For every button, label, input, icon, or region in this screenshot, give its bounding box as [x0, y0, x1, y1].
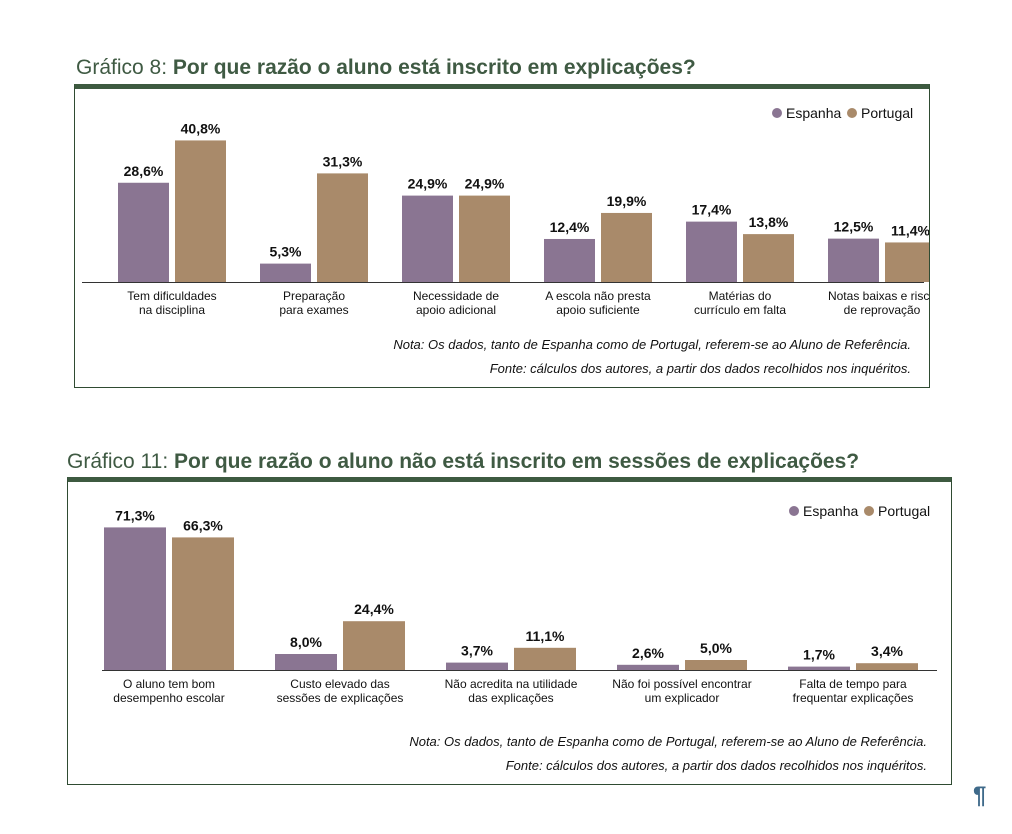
chart-8-question: Por que razão o aluno está inscrito em e…	[172, 56, 696, 79]
chart-8-plot: Espanha Portugal 28,6% 40,8% Tem dificuldade…	[82, 105, 929, 317]
legend-label-espanha: Espanha	[803, 503, 858, 519]
category-label-4: Falta de tempo para	[799, 677, 907, 691]
bar-portugal-2	[514, 647, 576, 670]
bar-espanha-0	[104, 527, 166, 670]
bar-espanha-4	[686, 221, 737, 282]
category-label-2: das explicações	[468, 691, 553, 705]
data-label-espanha-2: 24,9%	[408, 176, 448, 192]
category-label-3: um explicador	[645, 691, 720, 705]
bar-espanha-1	[275, 654, 337, 670]
category-label-4: currículo em falta	[694, 303, 786, 317]
category-label-0: O aluno tem bom	[123, 677, 215, 691]
bar-portugal-1	[343, 621, 405, 670]
category-label-5: Notas baixas e risco	[828, 289, 929, 303]
bar-espanha-4	[788, 666, 850, 670]
bar-espanha-2	[402, 195, 453, 282]
category-label-4: frequentar explicações	[793, 691, 914, 705]
chart-11-plot: Espanha Portugal 71,3% 66,3% O aluno tem bom…	[102, 503, 937, 705]
data-label-espanha-0: 28,6%	[124, 163, 164, 179]
bar-portugal-1	[317, 173, 368, 282]
category-label-5: de reprovação	[844, 303, 921, 317]
legend-marker-portugal	[847, 108, 857, 118]
bar-portugal-3	[601, 212, 652, 282]
bar-portugal-3	[685, 660, 747, 670]
data-label-portugal-0: 66,3%	[183, 517, 223, 533]
legend-marker-espanha	[789, 506, 799, 516]
legend-marker-espanha	[772, 108, 782, 118]
chart-8-note: Nota: Os dados, tanto de Espanha como de…	[393, 337, 911, 352]
chart-11-question: Por que razão o aluno não está inscrito …	[174, 450, 860, 473]
chart-11-source: Fonte: cálculos dos autores, a partir do…	[505, 758, 927, 773]
chart-8-title: Gráfico 8: Por que razão o aluno está in…	[76, 56, 696, 80]
chart-11-note: Nota: Os dados, tanto de Espanha como de…	[409, 734, 927, 749]
data-label-espanha-2: 3,7%	[461, 643, 493, 659]
data-label-portugal-3: 5,0%	[700, 640, 732, 656]
bar-portugal-2	[459, 195, 510, 282]
category-label-2: Necessidade de	[413, 289, 499, 303]
legend-label-portugal: Portugal	[861, 105, 913, 121]
bar-espanha-3	[544, 238, 595, 282]
category-label-0: Tem dificuldades	[127, 289, 216, 303]
category-label-1: sessões de explicações	[277, 691, 404, 705]
bar-portugal-0	[175, 140, 226, 282]
category-label-2: Não acredita na utilidade	[445, 677, 578, 691]
bar-portugal-0	[172, 537, 234, 670]
pilcrow-mark: ¶	[973, 782, 987, 809]
legend-marker-portugal	[864, 506, 874, 516]
category-label-0: desempenho escolar	[113, 691, 224, 705]
category-label-0: na disciplina	[139, 303, 205, 317]
bar-portugal-4	[743, 234, 794, 282]
bar-portugal-5	[885, 242, 929, 282]
chart-8-label: Gráfico 8:	[76, 56, 168, 79]
data-label-portugal-0: 40,8%	[181, 120, 221, 136]
data-label-espanha-1: 8,0%	[290, 634, 322, 650]
category-label-3: A escola não presta	[545, 289, 651, 303]
category-label-3: Não foi possível encontrar	[612, 677, 751, 691]
data-label-portugal-1: 24,4%	[354, 601, 394, 617]
bar-espanha-5	[828, 238, 879, 282]
data-label-portugal-2: 11,1%	[526, 628, 565, 644]
category-label-3: apoio suficiente	[556, 303, 640, 317]
data-label-portugal-1: 31,3%	[323, 153, 363, 169]
category-label-4: Matérias do	[709, 289, 772, 303]
data-label-espanha-0: 71,3%	[115, 507, 155, 523]
bar-espanha-0	[118, 182, 169, 282]
bar-portugal-4	[856, 663, 918, 670]
data-label-espanha-1: 5,3%	[270, 244, 302, 260]
category-label-1: Preparação	[283, 289, 345, 303]
data-label-portugal-4: 13,8%	[749, 214, 789, 230]
category-label-1: Custo elevado das	[290, 677, 389, 691]
bar-espanha-1	[260, 263, 311, 282]
data-label-espanha-4: 1,7%	[803, 647, 835, 663]
data-label-espanha-3: 12,4%	[550, 219, 590, 235]
data-label-portugal-4: 3,4%	[871, 643, 903, 659]
data-label-espanha-3: 2,6%	[632, 645, 664, 661]
legend-label-espanha: Espanha	[786, 105, 841, 121]
legend-label-portugal: Portugal	[878, 503, 930, 519]
chart-11-title: Gráfico 11: Por que razão o aluno não es…	[67, 450, 859, 474]
data-label-espanha-4: 17,4%	[692, 202, 732, 218]
chart-8-panel: Espanha Portugal 28,6% 40,8% Tem dificuldade…	[74, 84, 930, 388]
data-label-espanha-5: 12,5%	[834, 219, 874, 235]
category-label-1: para exames	[279, 303, 348, 317]
category-label-2: apoio adicional	[416, 303, 496, 317]
chart-11-panel: Espanha Portugal 71,3% 66,3% O aluno tem bom…	[67, 477, 952, 785]
data-label-portugal-2: 24,9%	[465, 176, 505, 192]
bar-espanha-3	[617, 664, 679, 670]
chart-11-label: Gráfico 11:	[67, 450, 169, 473]
chart-8-source: Fonte: cálculos dos autores, a partir do…	[489, 361, 911, 376]
bar-espanha-2	[446, 662, 508, 670]
data-label-portugal-3: 19,9%	[607, 193, 647, 209]
data-label-portugal-5: 11,4%	[891, 222, 929, 238]
